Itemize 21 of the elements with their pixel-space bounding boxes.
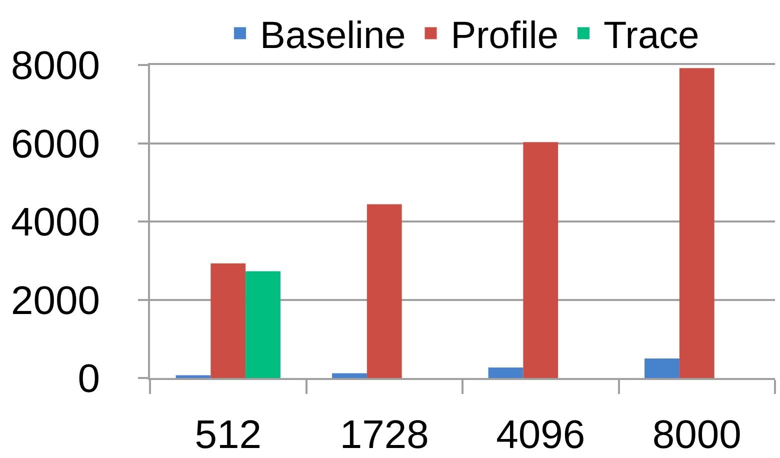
x-tick-label: 4096 xyxy=(496,413,586,457)
y-tick-label: 8000 xyxy=(11,44,100,88)
bar xyxy=(644,358,680,378)
bar xyxy=(176,375,211,378)
y-tick-label: 6000 xyxy=(11,122,100,166)
x-tick-label: 512 xyxy=(194,413,262,457)
legend-label: Baseline xyxy=(260,15,406,58)
y-tick-label: 2000 xyxy=(11,278,100,323)
bar xyxy=(246,271,280,378)
bar xyxy=(488,367,524,378)
x-tick-label: 8000 xyxy=(652,413,742,457)
legend-label: Trace xyxy=(603,15,700,58)
legend-label: Profile xyxy=(450,15,558,58)
bar xyxy=(210,263,246,378)
x-tick-label: 1728 xyxy=(340,413,429,457)
bar xyxy=(679,68,714,378)
bar xyxy=(523,142,558,378)
bar xyxy=(332,373,367,378)
y-tick-label: 4000 xyxy=(11,200,100,244)
bar xyxy=(366,204,402,378)
y-tick-label: 0 xyxy=(78,357,100,401)
